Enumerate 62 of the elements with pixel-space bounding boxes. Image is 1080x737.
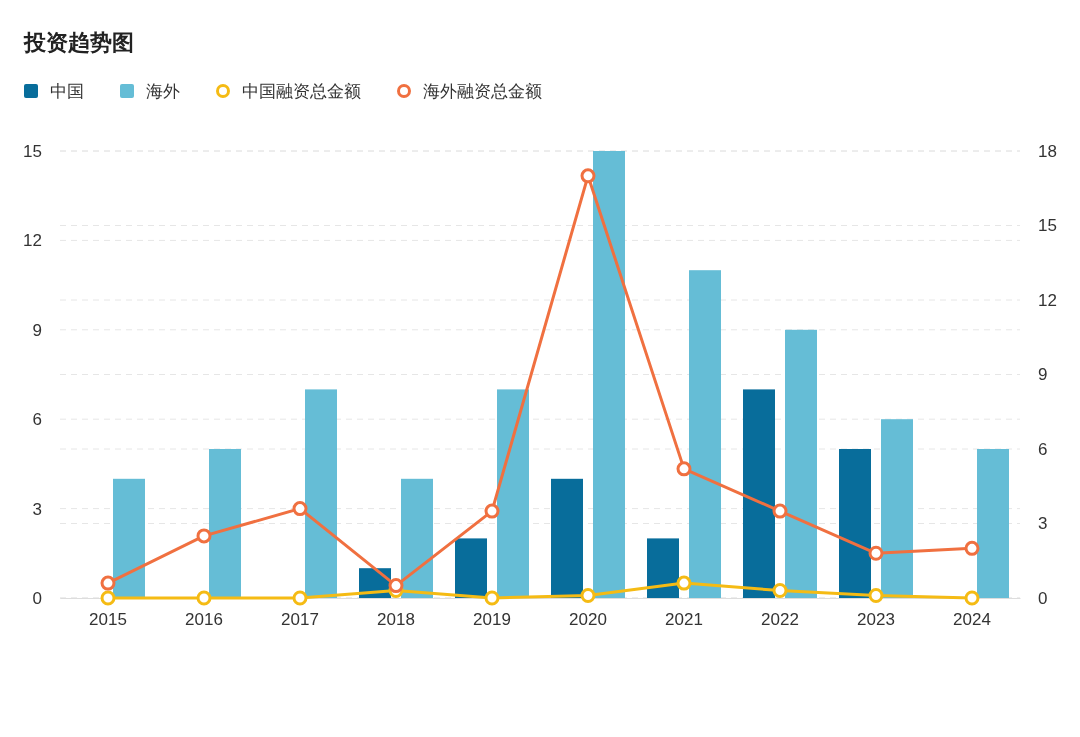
- bar: [839, 449, 871, 598]
- point: [580, 168, 596, 184]
- x-tick-label: 2022: [761, 609, 799, 629]
- point: [868, 545, 884, 561]
- bar: [455, 538, 487, 598]
- bar: [305, 389, 337, 598]
- point: [484, 503, 500, 519]
- legend-label: 海外: [146, 81, 180, 101]
- point: [580, 588, 596, 604]
- point: [196, 590, 212, 606]
- y2-tick-label: 3: [1038, 514, 1048, 534]
- x-tick-label: 2018: [377, 609, 415, 629]
- point: [388, 578, 404, 594]
- y-tick-label: 12: [23, 231, 42, 251]
- y2-tick-label: 0: [1038, 588, 1048, 608]
- point: [292, 501, 308, 517]
- y2-tick-label: 15: [1038, 216, 1057, 236]
- x-tick-label: 2021: [665, 609, 703, 629]
- point: [868, 588, 884, 604]
- y-tick-label: 3: [32, 499, 42, 519]
- x-tick-label: 2017: [281, 609, 319, 629]
- y2-tick-label: 12: [1038, 290, 1057, 310]
- bar: [551, 478, 583, 598]
- legend-label: 中国融资总金额: [242, 81, 361, 101]
- y2-tick-label: 6: [1038, 439, 1048, 459]
- x-tick-label: 2020: [569, 609, 607, 629]
- bar: [113, 478, 145, 598]
- y-tick-label: 15: [23, 141, 42, 161]
- y-tick-label: 9: [32, 320, 42, 340]
- x-tick-label: 2015: [89, 609, 127, 629]
- point: [676, 461, 692, 477]
- bar: [689, 270, 721, 598]
- point: [676, 575, 692, 591]
- legend-label: 中国: [50, 81, 84, 101]
- point: [964, 590, 980, 606]
- x-tick-label: 2016: [185, 609, 223, 629]
- point: [100, 590, 116, 606]
- point: [292, 590, 308, 606]
- chart-title: 投资趋势图: [23, 30, 134, 55]
- bar: [977, 449, 1009, 598]
- x-tick-label: 2023: [857, 609, 895, 629]
- point: [772, 583, 788, 599]
- point: [196, 528, 212, 544]
- point: [484, 590, 500, 606]
- point: [100, 575, 116, 591]
- bar: [743, 389, 775, 598]
- y2-tick-label: 9: [1038, 365, 1048, 385]
- bar: [497, 389, 529, 598]
- bar: [401, 478, 433, 598]
- y-tick-label: 6: [32, 410, 42, 430]
- bar: [785, 329, 817, 598]
- point: [964, 540, 980, 556]
- bar: [647, 538, 679, 598]
- y2-tick-label: 18: [1038, 141, 1057, 161]
- legend-label: 海外融资总金额: [423, 81, 542, 101]
- y-tick-label: 0: [32, 588, 42, 608]
- point: [772, 503, 788, 519]
- x-tick-label: 2019: [473, 609, 511, 629]
- x-tick-label: 2024: [953, 609, 991, 629]
- bar: [593, 151, 625, 598]
- bar: [881, 419, 913, 598]
- bar: [209, 449, 241, 598]
